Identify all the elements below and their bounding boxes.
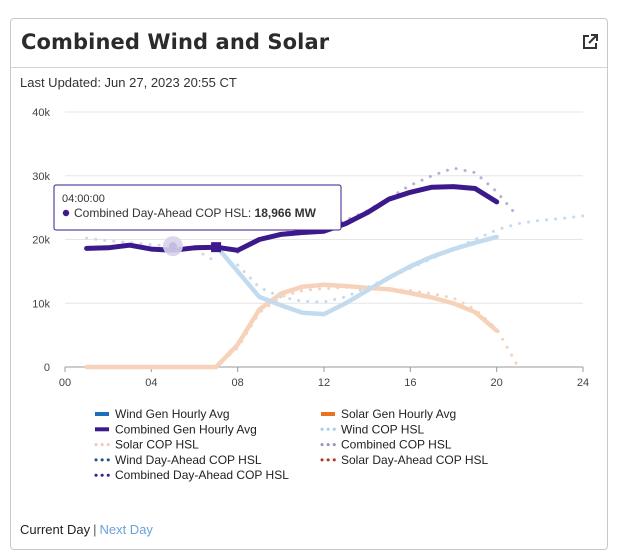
solar-gen-hourly-avg-line	[84, 282, 499, 370]
tooltip-value: 18,966 MW	[255, 206, 317, 220]
x-tick-label: 04	[145, 377, 157, 389]
solar-cop-hsl-line	[214, 285, 520, 369]
legend-label: Combined Gen Hourly Avg	[115, 422, 257, 436]
legend-label: Solar COP HSL	[115, 438, 199, 452]
x-tick-label: 24	[577, 377, 589, 389]
legend-label: Wind COP HSL	[341, 422, 424, 436]
chart-title: Combined Wind and Solar	[21, 30, 330, 54]
footer-separator: |	[93, 522, 97, 537]
next-day-link[interactable]: Next Day	[99, 522, 153, 537]
legend-label: Combined Day-Ahead COP HSL	[115, 468, 289, 482]
y-tick-label: 10k	[32, 298, 50, 310]
hover-point	[168, 242, 177, 251]
x-tick-label: 00	[59, 377, 71, 389]
wind-gen-hourly-avg-line	[213, 234, 499, 317]
day-toggle: Current Day | Next Day	[20, 522, 153, 537]
last-updated: Last Updated: Jun 27, 2023 20:55 CT	[20, 75, 237, 90]
external-link-icon[interactable]	[581, 33, 599, 51]
tooltip-dot	[62, 209, 70, 217]
y-tick-label: 20k	[32, 235, 50, 247]
tooltip-time: 04:00:00	[62, 193, 105, 205]
series-marker	[211, 242, 222, 253]
legend-label: Wind Gen Hourly Avg	[115, 407, 230, 421]
x-tick-label: 20	[491, 377, 503, 389]
combined-gen-hourly-avg-line	[84, 184, 500, 253]
tooltip-label: Combined Day-Ahead COP HSL: 18,966 MW	[74, 206, 317, 220]
current-day-link[interactable]: Current Day	[20, 522, 91, 537]
y-tick-label: 40k	[32, 107, 50, 119]
y-tick-label: 30k	[32, 171, 50, 183]
legend-label: Solar Gen Hourly Avg	[341, 407, 456, 421]
y-tick-label: 0	[44, 362, 50, 374]
legend-label: Combined COP HSL	[341, 438, 452, 452]
legend-label: Wind Day-Ahead COP HSL	[115, 453, 262, 467]
x-tick-label: 12	[318, 377, 330, 389]
wind-cop-hsl-line	[236, 214, 585, 304]
x-tick-label: 08	[232, 377, 244, 389]
card-header: Combined Wind and Solar	[11, 19, 607, 68]
tooltip-box	[53, 184, 342, 231]
x-tick-label: 16	[404, 377, 416, 389]
legend-label: Solar Day-Ahead COP HSL	[341, 453, 489, 467]
